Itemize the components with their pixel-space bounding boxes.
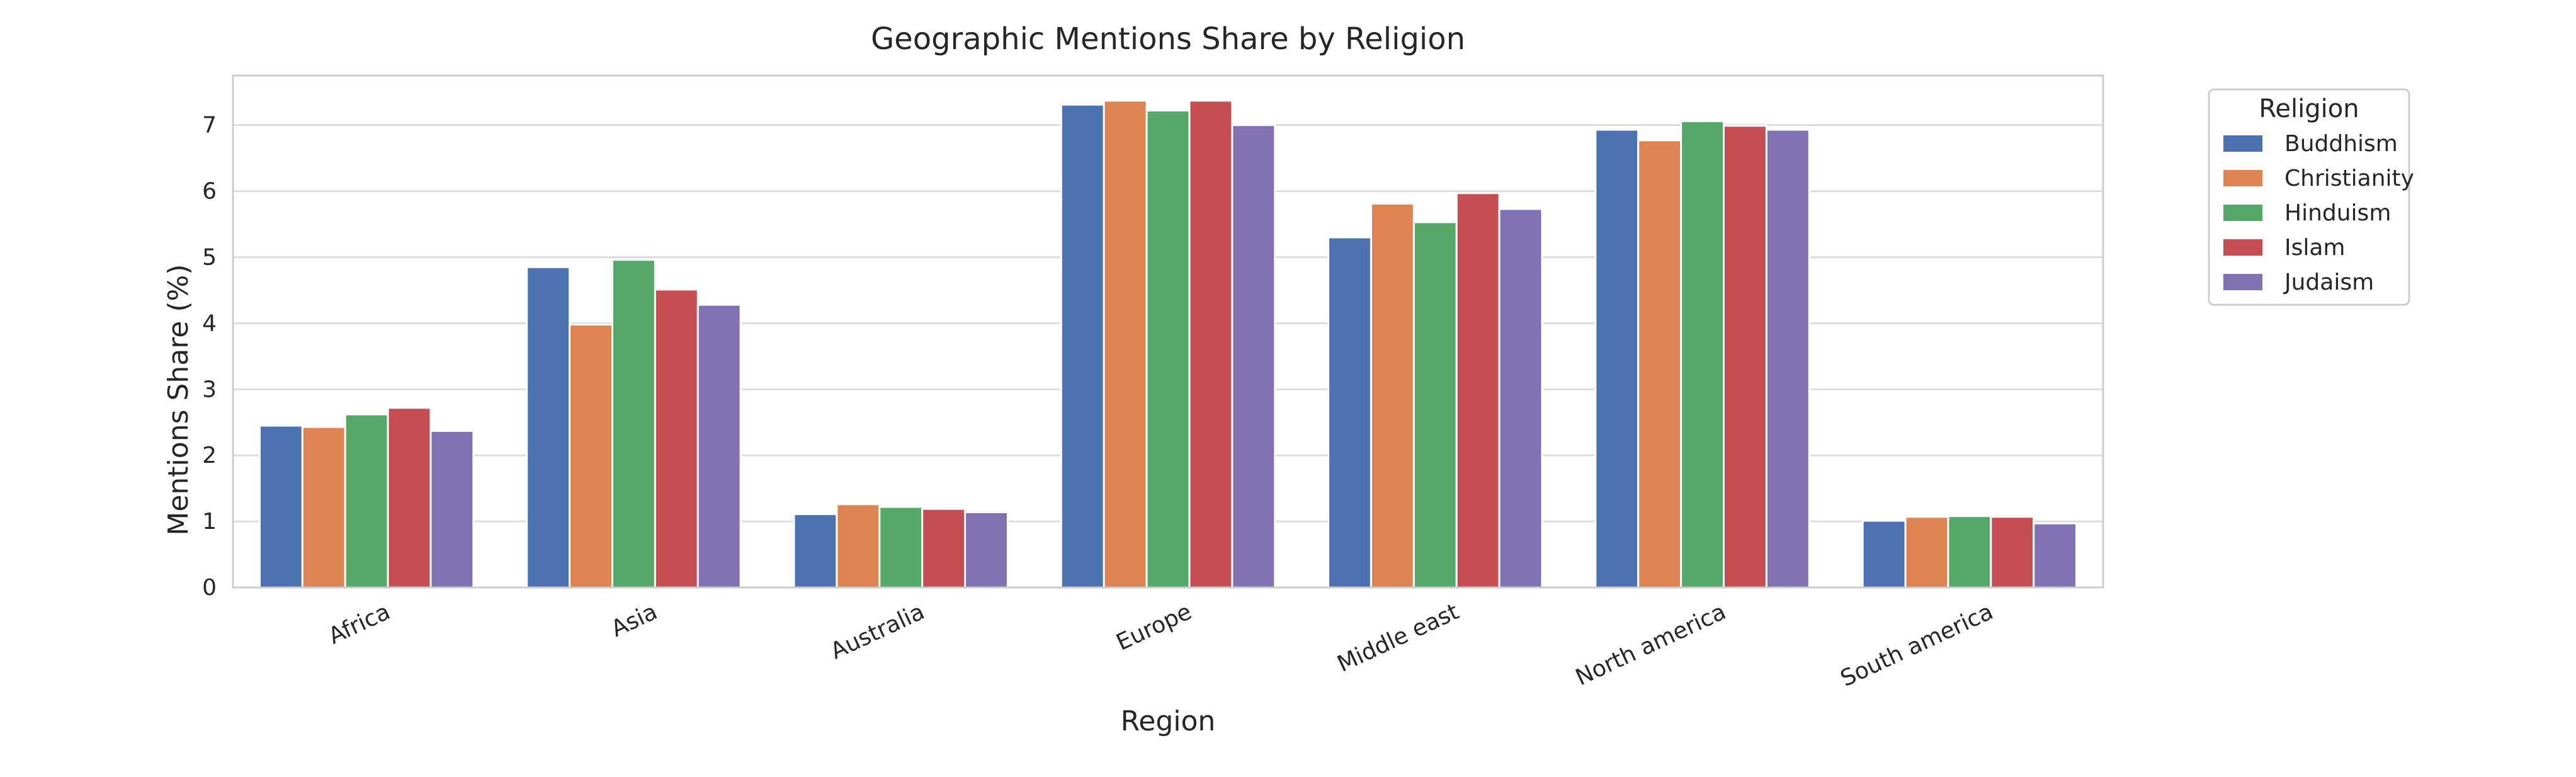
- y-tick-label: 2: [202, 443, 217, 468]
- y-tick-label: 0: [202, 575, 217, 601]
- bar-hinduism-north-america: [1680, 120, 1725, 589]
- bar-islam-north-america: [1723, 125, 1767, 589]
- chart-title: Geographic Mentions Share by Religion: [871, 21, 1465, 57]
- bar-buddhism-australia: [793, 513, 838, 589]
- bar-christianity-europe: [1103, 99, 1148, 589]
- bar-buddhism-europe: [1060, 103, 1105, 589]
- x-axis-label: Region: [1121, 705, 1216, 737]
- bar-christianity-africa: [301, 426, 346, 589]
- bar-judaism-africa: [429, 429, 475, 589]
- y-tick-label: 3: [202, 377, 217, 402]
- y-tick-label: 7: [202, 113, 217, 139]
- y-axis-label: Mentions Share (%): [162, 264, 195, 535]
- y-tick-label: 4: [202, 310, 217, 336]
- y-axis-ticks: 0 1 2 3 4 5 6 7: [202, 113, 217, 601]
- legend: Religion Buddhism Christianity Hinduism Isl…: [2208, 88, 2414, 306]
- legend-label: Judaism: [2283, 269, 2374, 295]
- legend-label: Islam: [2284, 235, 2346, 261]
- bar-buddhism-north-america: [1594, 128, 1640, 589]
- bar-islam-australia: [921, 508, 967, 589]
- y-tick-label: 6: [202, 179, 217, 205]
- bar-judaism-north-america: [1765, 128, 1810, 589]
- legend-swatch: [2222, 273, 2264, 292]
- plot-frame: [232, 74, 2104, 589]
- legend-title: Religion: [2259, 94, 2359, 123]
- legend-swatch: [2222, 134, 2264, 153]
- bar-hinduism-middle-east: [1412, 221, 1458, 589]
- bar-islam-europe: [1188, 99, 1234, 589]
- bar-hinduism-australia: [878, 506, 924, 589]
- bar-judaism-australia: [964, 511, 1009, 589]
- bar-buddhism-africa: [258, 424, 304, 589]
- bar-buddhism-middle-east: [1327, 236, 1372, 589]
- bar-hinduism-asia: [611, 259, 656, 589]
- bar-christianity-asia: [569, 323, 613, 589]
- y-tick-label: 1: [202, 509, 217, 535]
- bar-judaism-middle-east: [1498, 208, 1543, 589]
- bar-buddhism-south-america: [1861, 519, 1907, 589]
- bar-judaism-europe: [1231, 124, 1276, 589]
- bar-hinduism-africa: [344, 413, 389, 589]
- bars: [258, 99, 2078, 589]
- bar-judaism-south-america: [2033, 522, 2078, 589]
- bar-christianity-south-america: [1904, 516, 1949, 589]
- bar-hinduism-europe: [1145, 110, 1191, 589]
- bar-christianity-middle-east: [1370, 203, 1415, 589]
- bar-islam-south-america: [1990, 516, 2035, 589]
- bar-islam-middle-east: [1455, 192, 1501, 589]
- legend-swatch: [2222, 169, 2264, 188]
- bar-islam-africa: [387, 407, 432, 589]
- bar-christianity-australia: [836, 503, 881, 589]
- bar-islam-asia: [654, 288, 699, 589]
- legend-swatch: [2222, 238, 2264, 257]
- bar-christianity-north-america: [1637, 139, 1682, 589]
- legend-label: Hinduism: [2284, 200, 2391, 226]
- bar-hinduism-south-america: [1947, 515, 1992, 589]
- bar-judaism-asia: [696, 303, 742, 589]
- y-tick-label: 5: [202, 244, 217, 270]
- bar-buddhism-asia: [526, 266, 571, 589]
- legend-swatch: [2222, 203, 2264, 222]
- legend-items: Buddhism Christianity Hinduism Islam Judaism: [2222, 131, 2414, 295]
- legend-label: Buddhism: [2284, 131, 2398, 157]
- legend-label: Christianity: [2284, 166, 2414, 191]
